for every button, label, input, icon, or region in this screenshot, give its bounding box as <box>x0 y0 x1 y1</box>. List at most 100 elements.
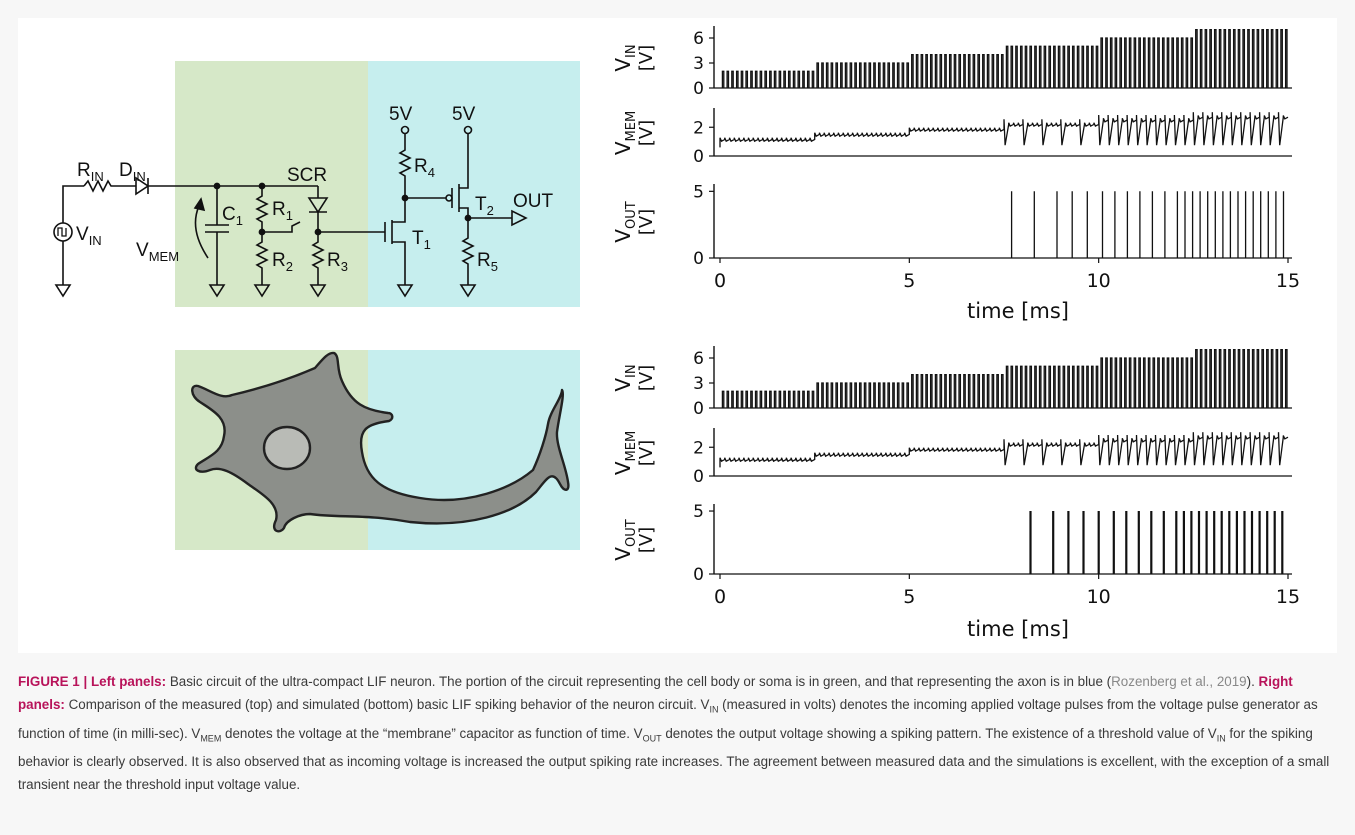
y-axis-unit: [V] <box>636 440 657 466</box>
caption-left-end: ). <box>1246 674 1259 689</box>
trace-mem: 2 0 VMEM[V] <box>611 428 1292 487</box>
y-tick-label: 0 <box>693 79 704 99</box>
y-tick-label: 3 <box>693 374 704 394</box>
trace-mem: 2 0 VMEM[V] <box>611 108 1292 167</box>
caption-right-text-1: Comparison of the measured (top) and sim… <box>64 697 710 712</box>
y-tick-label: 0 <box>693 467 704 487</box>
y-tick-label: 5 <box>693 502 704 522</box>
neuron-nucleus <box>262 425 312 471</box>
label-v-in: VIN <box>76 224 102 248</box>
resistor-r2-symbol <box>255 232 269 285</box>
x-tick-label: 10 <box>1087 270 1111 292</box>
label-t2: T2 <box>475 194 494 218</box>
resistor-r4-symbol <box>398 134 412 198</box>
label-r2: R2 <box>272 250 293 274</box>
label-r1: R1 <box>272 199 293 223</box>
caption-right-text-4: denotes the output voltage showing a spi… <box>661 725 1217 741</box>
x-tick-label: 0 <box>714 586 726 608</box>
scr-symbol <box>307 186 329 232</box>
y-axis-unit: [V] <box>636 120 657 146</box>
y-axis-unit: [V] <box>636 527 657 553</box>
y-tick-label: 0 <box>693 147 704 167</box>
x-tick-label: 0 <box>714 270 726 292</box>
vout-signal <box>1029 511 1284 574</box>
label-r5: R5 <box>477 250 498 274</box>
resistor-r5-symbol <box>461 218 475 285</box>
y-axis-unit: [V] <box>636 45 657 71</box>
trace-out: 5 0 VOUT[V] <box>611 182 1292 269</box>
figure-canvas: RIN DIN VIN VMEM C1 R1 R2 R3 R4 R5 T1 T2… <box>53 26 1300 641</box>
x-tick-label: 15 <box>1276 270 1300 292</box>
y-tick-label: 6 <box>693 29 704 49</box>
caption-right-text-3: denotes the voltage at the “membrane” ca… <box>221 725 643 741</box>
label-r-in: RIN <box>77 160 104 184</box>
y-axis-unit: [V] <box>636 209 657 235</box>
caption-citation[interactable]: Rozenberg et al., 2019 <box>1111 674 1247 689</box>
figure-caption: FIGURE 1 | Left panels: Basic circuit of… <box>18 670 1337 796</box>
resistor-rin-symbol <box>83 179 120 193</box>
x-tick-label: 10 <box>1087 586 1111 608</box>
label-scr: SCR <box>287 165 327 186</box>
vmem-signal <box>719 112 1289 148</box>
caption-left-text: Basic circuit of the ultra-compact LIF n… <box>166 674 1112 689</box>
caption-sub-in-1: IN <box>709 704 719 715</box>
y-tick-label: 2 <box>693 118 704 138</box>
caption-right-label: Right panels: <box>18 674 1293 712</box>
y-tick-label: 0 <box>693 399 704 419</box>
caption-right-text-5: for the spiking behavior is clearly obse… <box>18 725 1330 793</box>
label-v-mem: VMEM <box>136 240 179 264</box>
label-t1: T1 <box>412 228 431 252</box>
y-tick-label: 5 <box>693 182 704 202</box>
label-out: OUT <box>513 191 554 212</box>
x-tick-label: 5 <box>903 270 915 292</box>
label-supply-a: 5V <box>389 104 413 125</box>
y-tick-label: 0 <box>693 565 704 585</box>
caption-sub-in-2: IN <box>1216 733 1226 744</box>
y-tick-label: 0 <box>693 249 704 269</box>
axon-region <box>368 61 580 307</box>
vin-signal <box>721 349 1288 408</box>
resistor-r1-symbol <box>255 186 269 232</box>
y-tick-label: 2 <box>693 438 704 458</box>
neuron-cell-body <box>191 351 570 533</box>
x-axis-title: time [ms] <box>967 299 1069 323</box>
label-d-in: DIN <box>119 160 146 184</box>
trace-out: 5 0 VOUT[V] <box>611 502 1292 585</box>
circuit-diagram <box>53 125 528 298</box>
x-tick-label: 15 <box>1276 586 1300 608</box>
x-tick-label: 5 <box>903 586 915 608</box>
label-supply-b: 5V <box>452 104 476 125</box>
transistor-t2-symbol <box>451 134 469 218</box>
caption-right-text-2: (measured in volts) denotes the incoming… <box>18 697 1318 741</box>
trace-in: 6 3 0 VIN[V] <box>611 26 1292 99</box>
transistor-t1-symbol <box>384 198 406 285</box>
capacitor-c1-symbol <box>205 186 229 285</box>
trace-in: 6 3 0 VIN[V] <box>611 346 1292 419</box>
caption-figure-label: FIGURE 1 | Left panels: <box>18 674 167 689</box>
vmem-signal <box>719 432 1289 468</box>
y-axis-title: VMEM <box>611 111 639 155</box>
x-axis-title: time [ms] <box>967 617 1069 641</box>
label-c1: C1 <box>222 204 243 228</box>
y-axis-title: VIN <box>611 364 639 391</box>
vin-signal <box>721 29 1288 88</box>
vmem-arrow <box>194 205 209 259</box>
y-tick-label: 6 <box>693 349 704 369</box>
y-axis-unit: [V] <box>636 365 657 391</box>
y-tick-label: 3 <box>693 54 704 74</box>
vout-signal <box>1010 191 1285 258</box>
resistor-r3-symbol <box>311 232 325 285</box>
diode-din-symbol <box>120 176 318 196</box>
caption-sub-out: OUT <box>642 733 662 744</box>
y-axis-title: VOUT <box>611 519 639 560</box>
neuron-illustration <box>191 351 570 533</box>
y-axis-title: VOUT <box>611 201 639 242</box>
label-r4: R4 <box>414 156 435 180</box>
caption-sub-mem: MEM <box>200 733 222 744</box>
soma-region <box>175 61 368 307</box>
pulse-source-symbol <box>53 222 73 242</box>
label-r3: R3 <box>327 250 348 274</box>
